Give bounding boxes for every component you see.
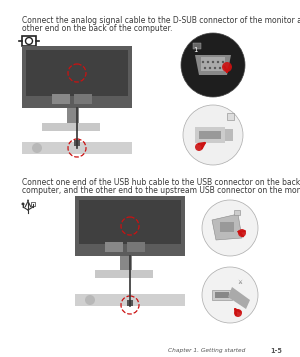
- Circle shape: [214, 67, 216, 69]
- Text: Connect one end of the USB hub cable to the USB connector on the back of the: Connect one end of the USB hub cable to …: [22, 178, 300, 187]
- Circle shape: [238, 229, 246, 237]
- Circle shape: [207, 61, 209, 63]
- Circle shape: [212, 61, 214, 63]
- Circle shape: [85, 295, 95, 305]
- Circle shape: [222, 61, 224, 63]
- FancyBboxPatch shape: [22, 46, 132, 108]
- FancyBboxPatch shape: [195, 127, 225, 143]
- FancyBboxPatch shape: [22, 36, 36, 46]
- FancyBboxPatch shape: [95, 270, 153, 278]
- Text: computer, and the other end to the upstream USB connector on the monitor.: computer, and the other end to the upstr…: [22, 186, 300, 195]
- FancyBboxPatch shape: [127, 242, 145, 252]
- Text: 1: 1: [193, 47, 197, 53]
- FancyBboxPatch shape: [212, 290, 232, 300]
- Circle shape: [234, 309, 242, 317]
- FancyBboxPatch shape: [75, 196, 185, 256]
- Circle shape: [183, 105, 243, 165]
- FancyBboxPatch shape: [75, 294, 185, 306]
- FancyBboxPatch shape: [215, 292, 229, 298]
- Polygon shape: [228, 287, 250, 309]
- FancyBboxPatch shape: [201, 57, 225, 71]
- Text: Chapter 1. Getting started: Chapter 1. Getting started: [168, 348, 245, 353]
- FancyBboxPatch shape: [105, 242, 123, 252]
- FancyBboxPatch shape: [52, 94, 70, 104]
- FancyBboxPatch shape: [120, 256, 132, 270]
- Polygon shape: [195, 55, 231, 75]
- Text: Connect the analog signal cable to the D-SUB connector of the monitor and the: Connect the analog signal cable to the D…: [22, 16, 300, 25]
- FancyBboxPatch shape: [227, 113, 234, 120]
- Circle shape: [219, 67, 221, 69]
- Circle shape: [204, 67, 206, 69]
- Circle shape: [217, 61, 219, 63]
- Text: other end on the back of the computer.: other end on the back of the computer.: [22, 24, 172, 33]
- FancyBboxPatch shape: [79, 200, 181, 244]
- FancyBboxPatch shape: [74, 140, 80, 146]
- FancyBboxPatch shape: [199, 131, 221, 139]
- Text: 1-5: 1-5: [270, 348, 282, 354]
- FancyBboxPatch shape: [234, 210, 240, 215]
- Circle shape: [202, 200, 258, 256]
- FancyBboxPatch shape: [220, 222, 234, 232]
- FancyBboxPatch shape: [22, 142, 132, 154]
- FancyBboxPatch shape: [67, 108, 79, 123]
- Circle shape: [22, 202, 25, 206]
- FancyBboxPatch shape: [42, 123, 100, 131]
- Circle shape: [181, 33, 245, 97]
- Circle shape: [202, 61, 204, 63]
- FancyBboxPatch shape: [74, 94, 92, 104]
- FancyBboxPatch shape: [193, 43, 201, 49]
- Circle shape: [209, 67, 211, 69]
- FancyBboxPatch shape: [225, 129, 233, 141]
- Circle shape: [195, 143, 203, 151]
- FancyBboxPatch shape: [127, 300, 133, 306]
- Polygon shape: [212, 214, 242, 240]
- Circle shape: [222, 62, 232, 72]
- Text: ⚔: ⚔: [238, 280, 242, 285]
- FancyBboxPatch shape: [26, 50, 128, 96]
- Circle shape: [32, 143, 42, 153]
- Circle shape: [202, 267, 258, 323]
